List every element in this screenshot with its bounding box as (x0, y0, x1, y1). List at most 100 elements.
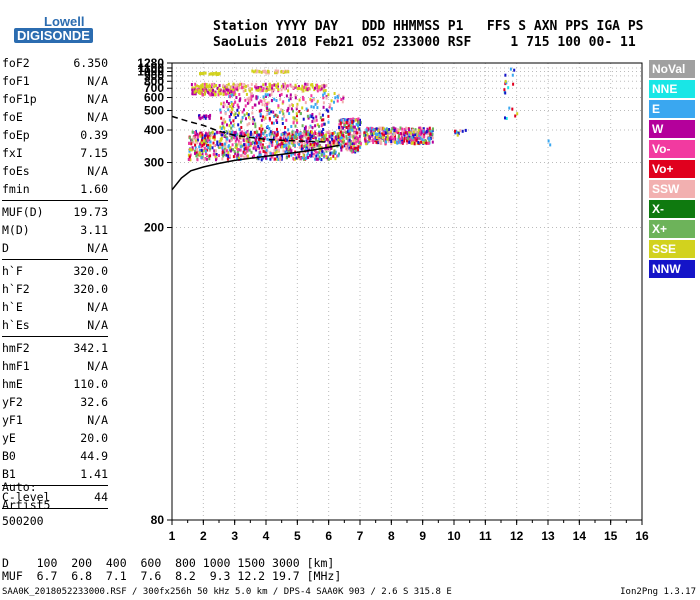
echo-point (282, 145, 285, 149)
echo-point (343, 120, 345, 124)
echo-point (378, 137, 381, 141)
param-value: N/A (87, 74, 108, 88)
param-name: D (2, 241, 9, 255)
echo-point (311, 146, 313, 150)
echo-point (225, 84, 228, 88)
echo-point (196, 153, 199, 157)
echo-point (332, 131, 335, 135)
echo-point (382, 136, 385, 140)
echo-point (230, 139, 233, 142)
echo-point (223, 151, 225, 155)
echo-point (327, 147, 330, 151)
echo-point (210, 72, 213, 76)
echo-point (347, 124, 350, 127)
file-info: SAA0K_2018052233000.RSF / 300fx256h 50 k… (2, 587, 452, 597)
echo-point (307, 136, 310, 140)
echo-point (319, 148, 321, 152)
echo-point (298, 98, 301, 102)
echo-point (263, 70, 266, 74)
echo-point (227, 102, 230, 105)
echo-point (280, 92, 283, 96)
echo-point (304, 101, 307, 105)
legend-item: SSE (649, 240, 695, 258)
echo-point (259, 153, 262, 157)
x-tick-label: 4 (263, 529, 270, 543)
echo-point (222, 101, 225, 105)
echo-point (285, 131, 288, 135)
echo-point (197, 85, 200, 88)
echo-point (359, 132, 362, 136)
echo-point (280, 133, 283, 137)
echo-point (314, 86, 316, 90)
echo-point (418, 134, 421, 137)
echo-point (341, 118, 344, 122)
echo-point (198, 145, 201, 149)
echo-point (218, 130, 221, 134)
echo-point (269, 152, 272, 156)
echo-point (213, 149, 216, 153)
echo-point (286, 138, 289, 142)
echo-point (275, 137, 278, 141)
echo-point (279, 97, 282, 101)
echo-point (338, 143, 341, 147)
echo-point (304, 125, 307, 129)
echo-point (237, 113, 240, 117)
echo-point (294, 93, 297, 97)
echo-point (266, 152, 269, 156)
echo-point (349, 142, 352, 146)
echo-point (311, 83, 314, 86)
echo-point (264, 150, 267, 154)
echo-point (303, 145, 306, 148)
echo-point (264, 82, 267, 86)
param-row: D N/A (2, 239, 108, 257)
echo-point (274, 157, 277, 161)
echo-point (190, 148, 193, 152)
echo-point (267, 88, 270, 91)
echo-point (252, 146, 255, 150)
echo-point (244, 151, 246, 155)
echo-point (414, 138, 417, 142)
echo-point (294, 83, 297, 87)
echo-point (230, 136, 233, 140)
echo-point (296, 121, 299, 125)
echo-point (339, 136, 342, 140)
echo-point (417, 140, 420, 144)
echo-point (225, 153, 228, 157)
echo-point (319, 146, 322, 150)
echo-point (412, 135, 415, 139)
echo-point (196, 135, 199, 139)
echo-point (232, 82, 235, 86)
echo-point (296, 102, 299, 106)
echo-point (426, 132, 429, 136)
echo-point (234, 92, 237, 96)
echo-point (224, 92, 227, 96)
echo-point (266, 106, 269, 110)
echo-point (248, 122, 251, 126)
echo-point (194, 143, 197, 147)
echo-point (268, 82, 271, 86)
echo-point (204, 139, 207, 143)
echo-point (290, 149, 293, 153)
echo-point (213, 143, 216, 147)
echo-point (364, 137, 367, 141)
echo-point (248, 115, 250, 119)
echo-point (262, 95, 265, 99)
echo-point (375, 127, 378, 131)
echo-point (261, 127, 264, 131)
echo-point (211, 130, 214, 134)
echo-point (318, 137, 321, 141)
param-name: hmF1 (2, 359, 30, 373)
echo-point (243, 132, 246, 135)
echo-point (338, 140, 341, 144)
echo-point (399, 132, 402, 135)
echo-point (234, 133, 237, 137)
echo-point (199, 131, 202, 135)
echo-point (509, 67, 512, 71)
dashed-trace (171, 115, 329, 143)
echo-point (358, 134, 361, 138)
echo-point (233, 113, 236, 117)
echo-point (234, 139, 237, 143)
echo-point (188, 136, 191, 140)
echo-point (208, 136, 211, 140)
echo-point (292, 85, 295, 89)
